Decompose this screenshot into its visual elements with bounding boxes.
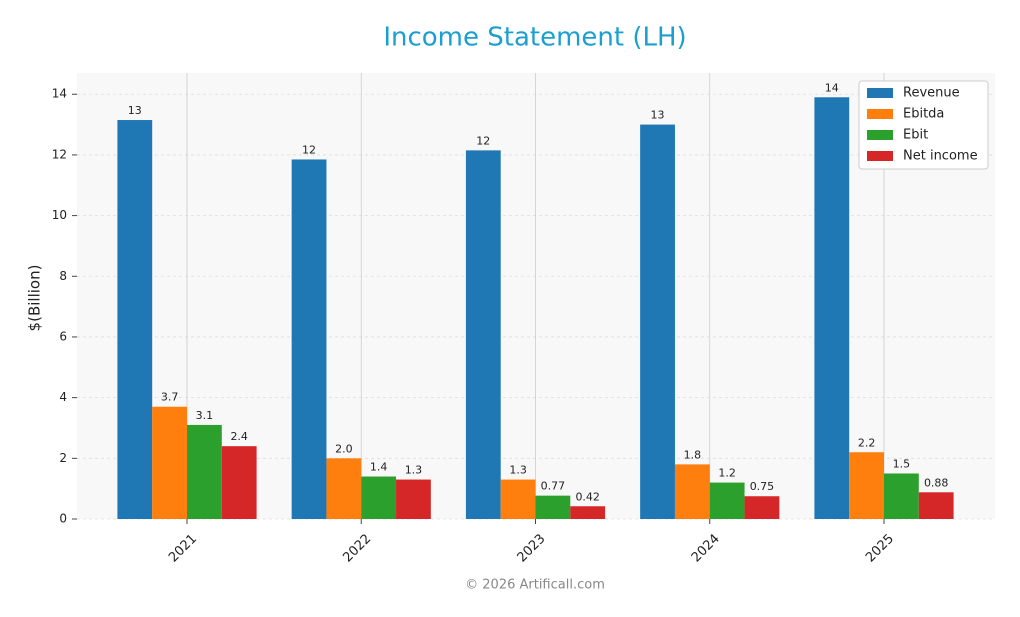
- x-tick-label: 2022: [340, 531, 374, 565]
- bar: [884, 473, 919, 519]
- bar: [187, 424, 222, 519]
- value-label: 0.88: [924, 476, 949, 489]
- bar: [814, 97, 850, 520]
- legend-swatch: [867, 130, 893, 140]
- value-label: 0.42: [575, 490, 600, 503]
- value-label: 2.0: [335, 442, 353, 455]
- legend-label: Ebitda: [903, 107, 944, 122]
- legend-swatch: [867, 151, 893, 161]
- bar: [326, 458, 362, 519]
- y-tick-label: 4: [59, 390, 67, 404]
- bar: [640, 124, 675, 519]
- bar: [500, 479, 536, 519]
- value-label: 1.8: [684, 448, 702, 461]
- value-label: 13: [651, 109, 665, 122]
- x-tick-label: 2021: [166, 531, 200, 565]
- value-label: 1.5: [893, 457, 911, 470]
- bar: [535, 495, 571, 519]
- y-tick-label: 0: [59, 512, 67, 526]
- value-label: 1.3: [405, 464, 423, 477]
- x-tick-label: 2024: [689, 531, 723, 565]
- value-label: 2.4: [230, 430, 248, 443]
- value-label: 13: [128, 104, 142, 117]
- bar: [849, 452, 884, 519]
- value-label: 0.75: [750, 480, 775, 493]
- bar: [361, 476, 397, 519]
- x-tick-label: 2025: [863, 531, 897, 565]
- legend-box: [858, 80, 989, 170]
- value-label: 12: [476, 134, 490, 147]
- value-label: 12: [302, 143, 316, 156]
- bar: [674, 464, 710, 519]
- legend-swatch: [867, 109, 893, 119]
- value-label: 3.1: [196, 409, 214, 422]
- y-tick-label: 6: [59, 329, 67, 343]
- y-axis-label: $(Billion): [26, 265, 44, 332]
- y-tick-label: 2: [59, 451, 67, 465]
- value-label: 3.7: [161, 391, 179, 404]
- legend-swatch: [867, 88, 893, 98]
- footer: © 2026 Artificall.com: [465, 578, 605, 593]
- y-tick-label: 8: [59, 269, 67, 283]
- value-label: 1.4: [370, 461, 388, 474]
- value-label: 2.2: [858, 436, 876, 449]
- value-label: 1.2: [718, 467, 736, 480]
- legend-label: Ebit: [903, 128, 928, 143]
- bar: [744, 496, 780, 519]
- bar: [396, 479, 431, 519]
- legend-label: Net income: [903, 149, 978, 164]
- bar: [117, 120, 153, 519]
- bar: [291, 159, 327, 519]
- y-tick-label: 10: [52, 208, 67, 222]
- value-label: 0.77: [541, 480, 566, 493]
- legend-label: Revenue: [903, 86, 960, 101]
- bar: [152, 406, 187, 519]
- bar: [709, 482, 745, 519]
- chart-title: Income Statement (LH): [383, 23, 686, 53]
- value-label: 1.3: [509, 464, 527, 477]
- bar: [221, 446, 257, 519]
- bar: [570, 506, 606, 519]
- y-tick-label: 14: [52, 87, 67, 101]
- bar: [918, 492, 954, 519]
- value-label: 14: [825, 81, 839, 94]
- y-tick-label: 12: [52, 147, 67, 161]
- bar: [465, 150, 501, 519]
- x-tick-label: 2023: [515, 531, 549, 565]
